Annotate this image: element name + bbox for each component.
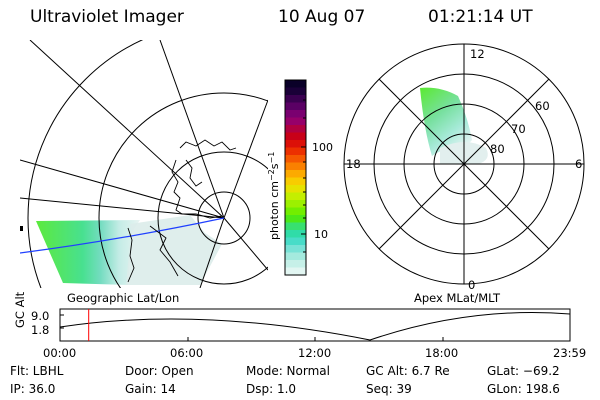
- colorbar-segment: [285, 95, 306, 104]
- colorbar-segment: [285, 177, 306, 186]
- orbit-x-tick: 06:00: [170, 346, 204, 360]
- colorbar-segment: [285, 252, 306, 261]
- status-gc-alt: GC Alt: 6.7 Re: [366, 364, 450, 378]
- orbit-y-tick-low: 1.8: [31, 323, 50, 337]
- colorbar-segment: [285, 155, 306, 164]
- geo-blue-line: [20, 217, 225, 254]
- colorbar-segment: [285, 237, 306, 246]
- colorbar-tick-10: 10: [314, 228, 328, 241]
- colorbar-segment: [285, 207, 306, 216]
- colorbar-segment: [285, 80, 306, 89]
- status-glon: GLon: 198.6: [487, 382, 560, 396]
- orbit-altitude-curve: [59, 311, 571, 341]
- colorbar-segment: [285, 200, 306, 209]
- colorbar: [285, 80, 306, 276]
- mlt-label-18: 18: [346, 157, 361, 171]
- colorbar-segment: [285, 132, 306, 141]
- colorbar-segment: [285, 147, 306, 156]
- geo-aurora-dim: [126, 215, 222, 285]
- status-door: Door: Open: [125, 364, 194, 378]
- status-gain: Gain: 14: [125, 382, 176, 396]
- colorbar-segment: [285, 192, 306, 201]
- orbit-y-tick-high: 9.0: [31, 309, 50, 323]
- colorbar-segment: [285, 125, 306, 134]
- mlat-label-80: 80: [490, 142, 505, 156]
- orbit-y-axis-label: GC Alt: [13, 291, 27, 328]
- geo-coastlines: [127, 139, 237, 283]
- status-filter: Flt: LBHL: [10, 364, 64, 378]
- time-label: 01:21:14 UT: [428, 7, 533, 27]
- mlat-label-70: 70: [511, 122, 526, 136]
- apex-aurora-swath: [420, 87, 472, 156]
- status-mode: Mode: Normal: [246, 364, 330, 378]
- colorbar-segment: [285, 245, 306, 254]
- apex-panel-label: Apex MLat/MLT: [414, 291, 501, 305]
- instrument-title: Ultraviolet Imager: [30, 7, 184, 27]
- colorbar-segment: [285, 170, 306, 179]
- status-dsp: Dsp: 1.0: [246, 382, 297, 396]
- colorbar-segment: [285, 222, 306, 231]
- colorbar-unit-label: photon cm−2s−1: [267, 152, 281, 240]
- colorbar-segment: [285, 215, 306, 224]
- colorbar-segment: [285, 162, 306, 171]
- status-seq: Seq: 39: [366, 382, 412, 396]
- apex-map: [343, 43, 585, 285]
- orbit-x-tick: 23:59: [553, 346, 587, 360]
- status-ip: IP: 36.0: [10, 382, 56, 396]
- mlt-label-6: 6: [575, 157, 582, 171]
- date-label: 10 Aug 07: [278, 7, 366, 27]
- colorbar-segment: [285, 230, 306, 239]
- orbit-x-tick: 12:00: [298, 346, 332, 360]
- colorbar-segment: [285, 102, 306, 111]
- colorbar-segment: [285, 110, 306, 119]
- mlat-label-60: 60: [535, 99, 550, 113]
- status-glat: GLat: −69.2: [487, 364, 560, 378]
- orbit-x-tick: 00:00: [43, 346, 77, 360]
- mlt-label-12: 12: [470, 47, 485, 61]
- orbit-plot: [59, 308, 571, 342]
- colorbar-segment: [285, 267, 306, 276]
- colorbar-ticks: [301, 99, 306, 253]
- colorbar-segment: [285, 260, 306, 269]
- geographic-map: [20, 40, 268, 288]
- geo-panel-label: Geographic Lat/Lon: [67, 291, 179, 305]
- colorbar-tick-100: 100: [312, 141, 333, 154]
- orbit-x-tick: 18:00: [425, 346, 459, 360]
- colorbar-segment: [285, 117, 306, 126]
- colorbar-segment: [285, 87, 306, 96]
- geo-aurora-swath: [36, 220, 140, 285]
- colorbar-segment: [285, 185, 306, 194]
- mlt-label-0: 0: [468, 278, 475, 292]
- colorbar-segment: [285, 140, 306, 149]
